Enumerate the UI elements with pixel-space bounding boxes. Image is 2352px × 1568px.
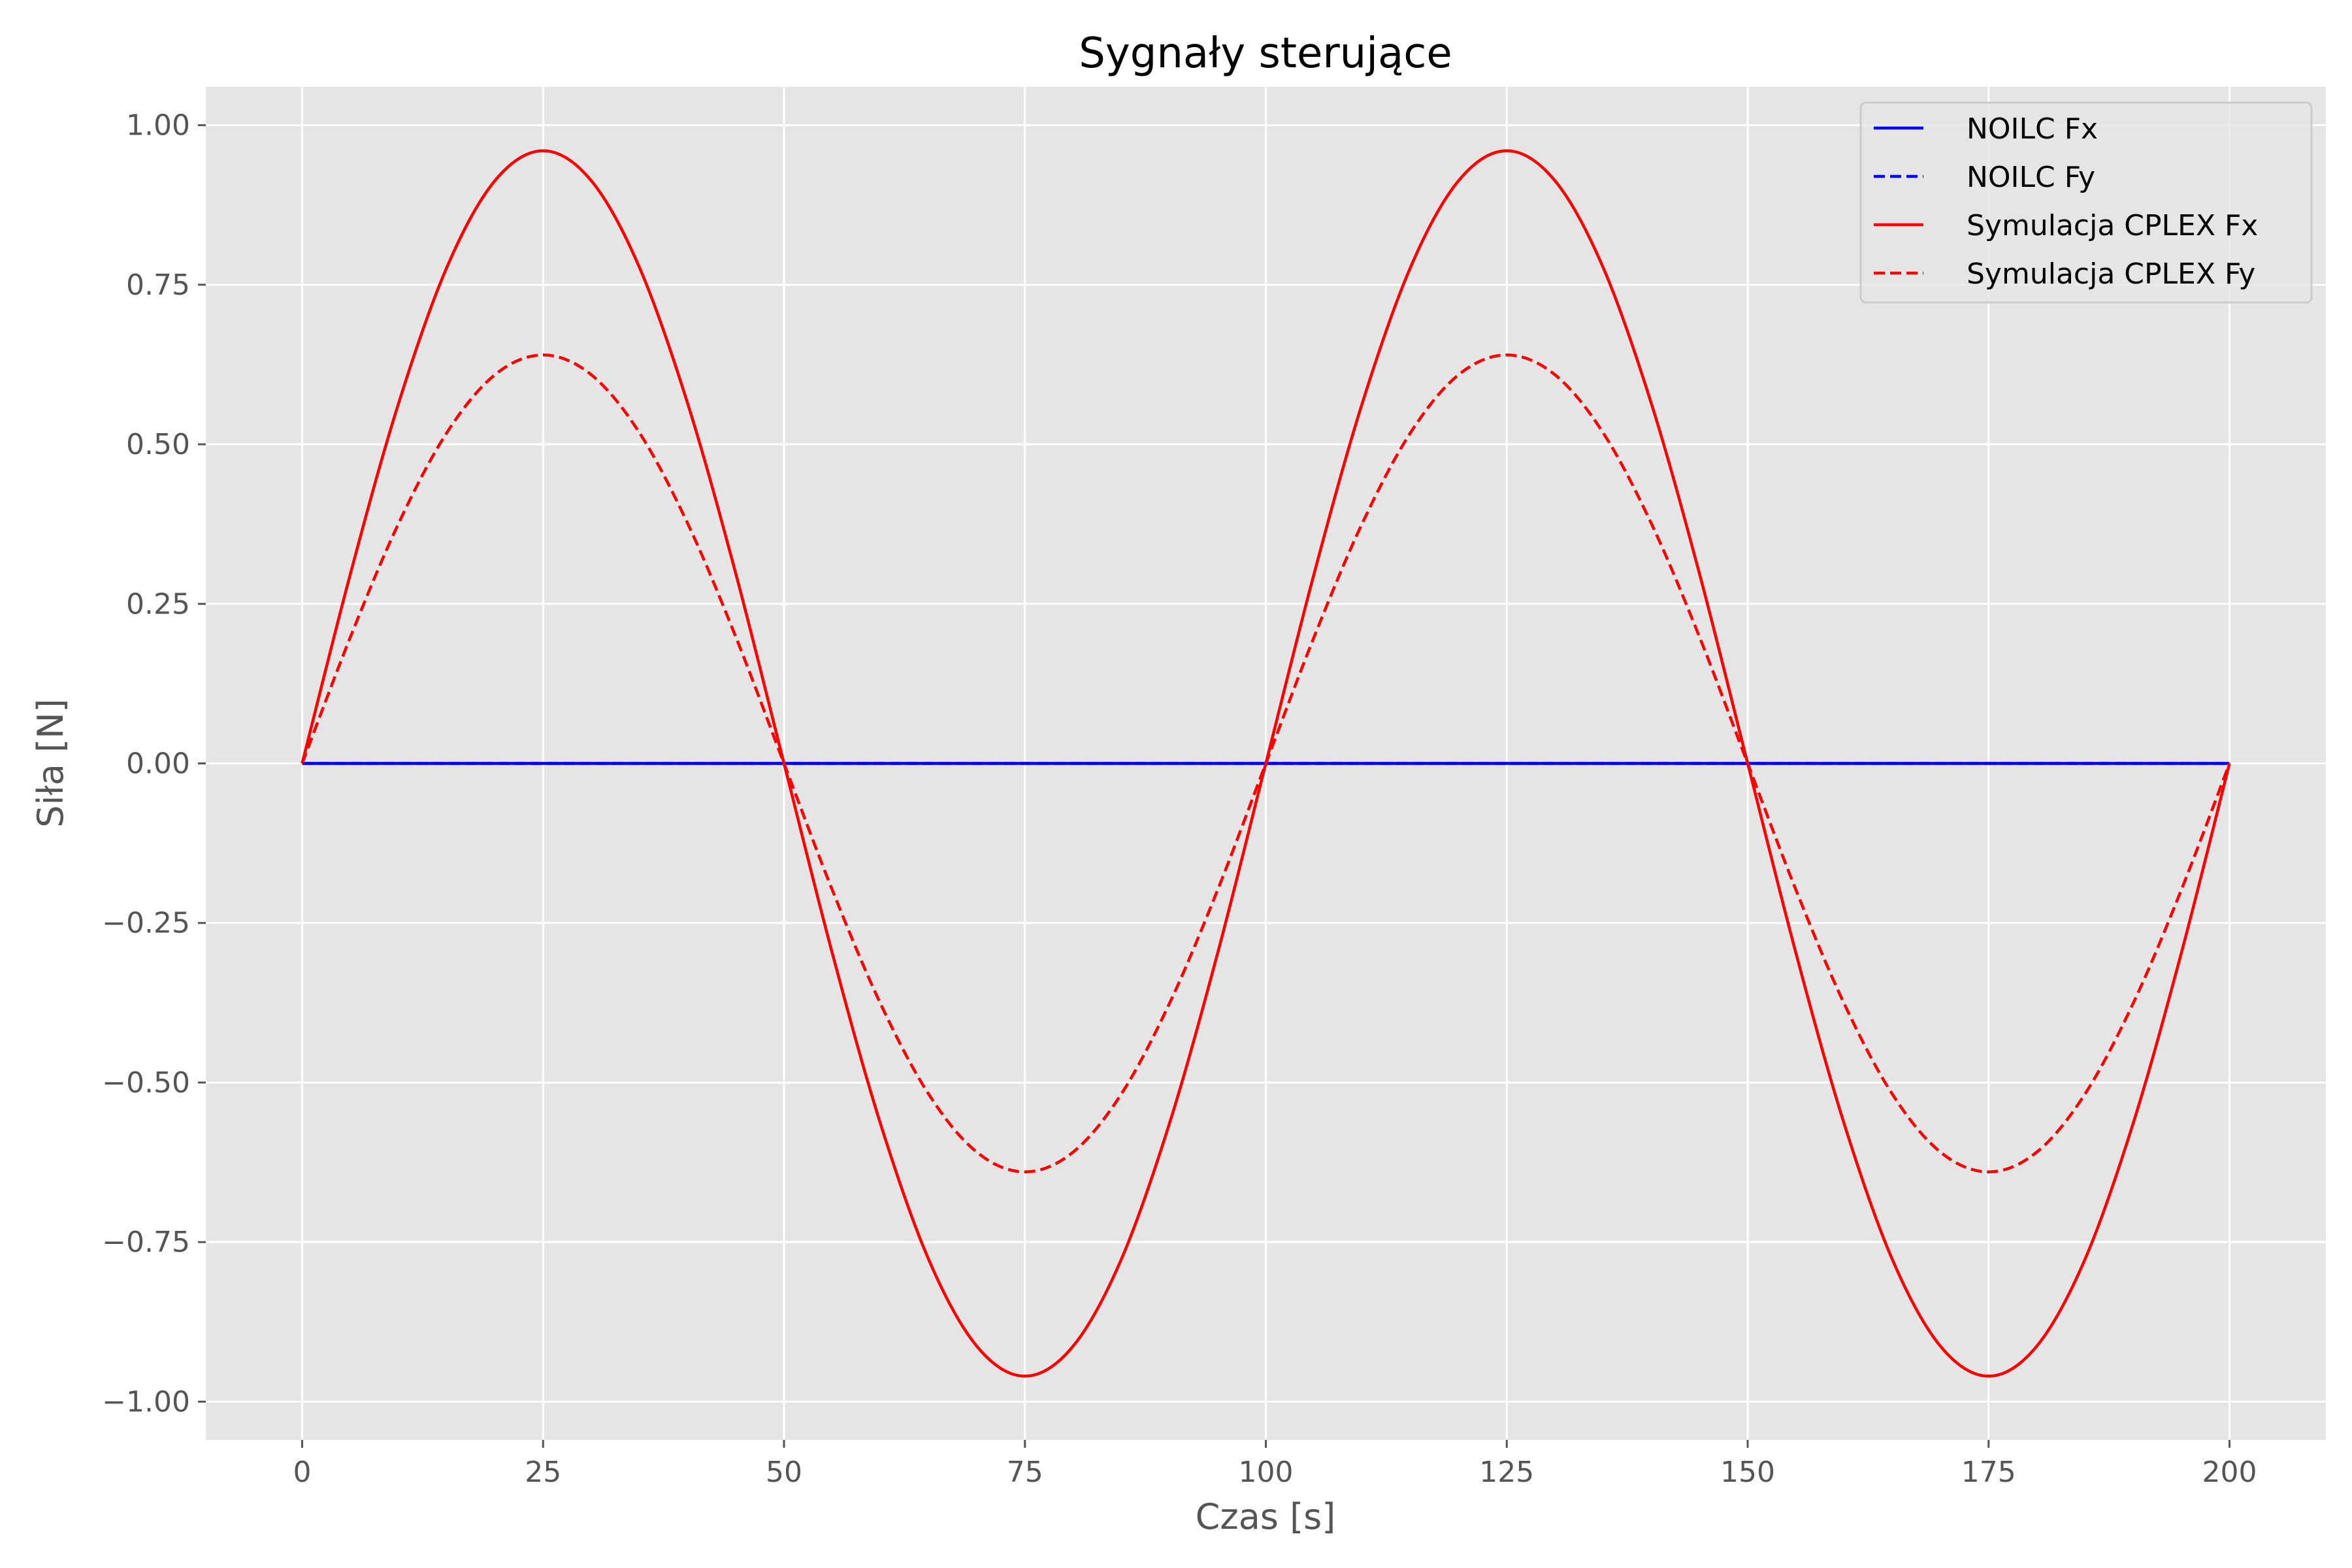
- chart-title: Sygnały sterujące: [1079, 29, 1452, 78]
- legend-box: [1859, 101, 2313, 304]
- y-tick-label: −0.75: [102, 1226, 190, 1259]
- x-tick-label: 125: [1479, 1456, 1534, 1489]
- series-line-3: [301, 353, 2231, 1173]
- x-tick-label: 200: [2202, 1456, 2257, 1489]
- legend-label: NOILC Fx: [1967, 112, 2098, 146]
- y-tick-label: 1.00: [126, 109, 190, 142]
- y-tick-label: 0.50: [126, 428, 190, 461]
- legend-label: Symulacja CPLEX Fy: [1967, 257, 2255, 291]
- x-tick-label: 175: [1961, 1456, 2016, 1489]
- x-tick-label: 75: [1007, 1456, 1043, 1489]
- x-tick-label: 50: [766, 1456, 802, 1489]
- legend: NOILC Fx NOILC Fy Symulacja CPLEX Fx Symula…: [1859, 101, 2313, 304]
- x-tick-label: 150: [1720, 1456, 1775, 1489]
- x-tick-label: 25: [525, 1456, 561, 1489]
- x-tick-label: 0: [293, 1456, 312, 1489]
- y-tick-label: −0.25: [102, 907, 190, 940]
- x-tick-label: 100: [1239, 1456, 1294, 1489]
- y-tick-label: 0.75: [126, 269, 190, 302]
- legend-label: Symulacja CPLEX Fx: [1967, 209, 2258, 242]
- y-tick-label: 0.25: [126, 587, 190, 621]
- y-axis-label: Siła [N]: [30, 698, 71, 827]
- legend-label: NOILC Fy: [1967, 161, 2095, 194]
- y-tick-label: 0.00: [126, 747, 190, 781]
- y-tick-label: −0.50: [102, 1066, 190, 1100]
- series-layer: [301, 149, 2231, 1378]
- x-axis-label: Czas [s]: [1196, 1496, 1336, 1537]
- x-axis-ticks: 0 25 50 75 100 125 150 175 200: [293, 1440, 2257, 1489]
- y-tick-label: −1.00: [102, 1385, 190, 1418]
- y-axis-ticks: 1.00 0.75 0.50 0.25 0.00 −0.25 −0.50 −0.75 −1.00: [102, 109, 206, 1418]
